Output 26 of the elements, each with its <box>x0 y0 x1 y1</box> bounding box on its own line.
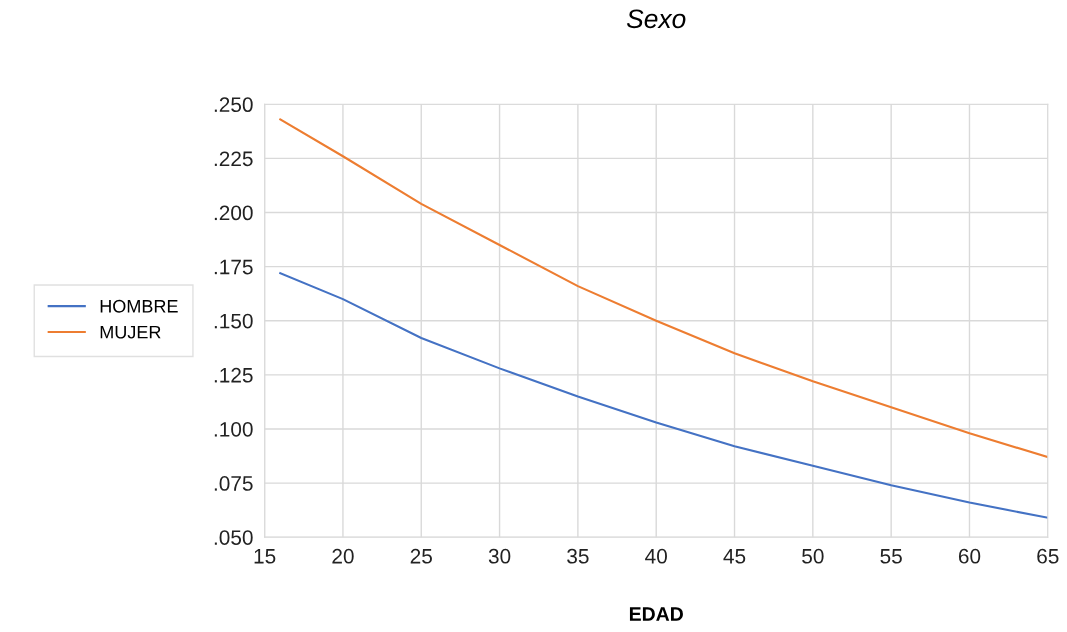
x-tick-label: 50 <box>802 548 824 564</box>
x-tick-label: 60 <box>958 548 981 564</box>
x-tick-label: 55 <box>880 549 902 564</box>
x-axis-title: EDAD <box>629 607 683 621</box>
legend-label: HOMBRE <box>100 299 178 313</box>
x-tick-label: 35 <box>567 548 589 564</box>
x-tick-label: 40 <box>645 548 667 564</box>
y-tick-label: .050 <box>214 530 253 545</box>
y-tick-label: .175 <box>214 259 253 275</box>
chart-title: Sexo <box>626 9 686 29</box>
x-tick-label: 20 <box>332 548 354 564</box>
y-tick-label: .125 <box>214 367 253 383</box>
x-tick-label: 45 <box>723 549 746 564</box>
legend-label: MUJER <box>100 325 161 339</box>
y-tick-label: .100 <box>214 421 253 437</box>
x-tick-label: 25 <box>410 548 432 564</box>
y-tick-label: .250 <box>214 97 253 113</box>
y-tick-label: .225 <box>214 151 253 167</box>
x-tick-label: 65 <box>1037 548 1059 564</box>
y-tick-label: .200 <box>214 205 253 221</box>
y-tick-label: .075 <box>214 476 253 491</box>
x-tick-label: 30 <box>488 548 511 564</box>
y-tick-label: .150 <box>214 313 253 329</box>
line-series <box>279 118 1048 459</box>
line-series <box>279 272 1048 519</box>
x-tick-label: 15 <box>254 549 276 564</box>
